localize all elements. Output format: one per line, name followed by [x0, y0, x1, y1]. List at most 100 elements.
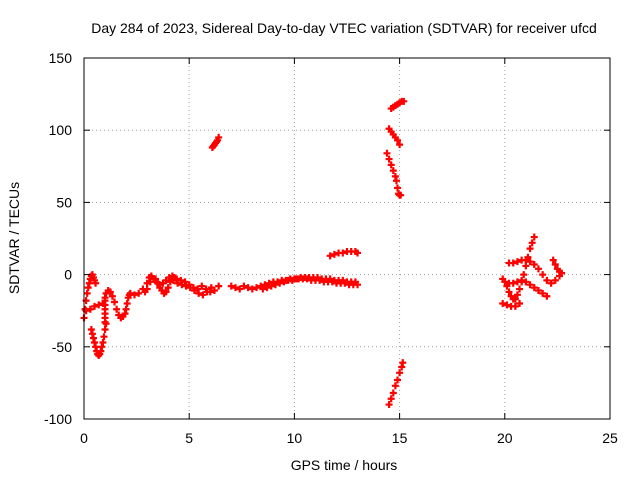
data-point — [215, 133, 223, 141]
data-point — [130, 291, 138, 299]
data-point — [248, 285, 256, 293]
data-point — [227, 282, 235, 290]
chart-ticks — [83, 57, 611, 420]
data-point — [236, 285, 244, 293]
series-arc-early-low — [80, 271, 100, 322]
data-point — [400, 97, 408, 105]
data-point — [186, 284, 194, 292]
data-point — [558, 269, 566, 277]
data-point — [530, 260, 538, 268]
series-arc-main-3b — [259, 273, 359, 293]
data-point — [101, 318, 109, 326]
series-arc-22h-e — [549, 256, 566, 277]
series-arc-12h-pos — [326, 247, 362, 260]
data-point — [135, 289, 143, 297]
y-tick-label: 150 — [49, 50, 73, 66]
x-tick-label: 15 — [392, 430, 408, 446]
data-point — [513, 278, 521, 286]
data-point — [391, 382, 399, 390]
y-tick-label: 0 — [64, 267, 72, 283]
x-axis-label: GPS time / hours — [291, 457, 398, 473]
data-point — [203, 288, 211, 296]
data-point — [126, 289, 134, 297]
data-point — [385, 401, 393, 409]
data-point — [240, 282, 248, 290]
chart-grid — [84, 58, 610, 419]
data-point — [231, 284, 239, 292]
x-tick-label: 25 — [602, 430, 618, 446]
data-point — [501, 278, 509, 286]
data-point — [528, 239, 536, 247]
data-point — [339, 249, 347, 257]
data-point — [280, 278, 288, 286]
data-point — [534, 286, 542, 294]
y-tick-label: -100 — [44, 411, 72, 427]
data-point — [215, 282, 223, 290]
data-point — [393, 376, 401, 384]
data-point — [253, 284, 261, 292]
data-point — [392, 177, 400, 185]
series-arc-15h-top — [387, 97, 408, 113]
data-point — [387, 395, 395, 403]
data-point — [263, 284, 271, 292]
y-tick-label: -50 — [52, 339, 72, 355]
series-arc-main-2 — [141, 273, 215, 299]
series-arc-14h-pos — [383, 149, 405, 199]
y-tick-label: 100 — [49, 122, 73, 138]
data-point — [383, 149, 391, 157]
data-point — [276, 279, 284, 287]
data-point — [551, 260, 559, 268]
data-point — [288, 276, 296, 284]
data-point — [326, 275, 334, 283]
data-point — [95, 301, 103, 309]
data-point — [511, 295, 519, 303]
series-arc-20h-c — [505, 276, 551, 300]
data-point — [164, 284, 172, 292]
x-tick-label: 5 — [185, 430, 193, 446]
series-arc-14h-high — [385, 125, 404, 149]
data-point — [91, 302, 99, 310]
data-point — [399, 359, 407, 367]
data-point — [499, 299, 507, 307]
data-point — [198, 282, 206, 290]
chart-title: Day 284 of 2023, Sidereal Day-to-day VTE… — [91, 20, 597, 36]
data-point — [396, 369, 404, 377]
data-point — [199, 291, 207, 299]
y-tick-label: 50 — [56, 194, 72, 210]
data-point — [526, 245, 534, 253]
data-point — [207, 284, 215, 292]
data-point — [293, 275, 301, 283]
data-point — [511, 302, 519, 310]
series-arc-14h-neg — [385, 359, 407, 409]
data-point — [509, 259, 517, 267]
data-point — [143, 285, 151, 293]
data-point — [393, 136, 401, 144]
data-point — [396, 141, 404, 149]
data-point — [522, 256, 530, 264]
data-point — [513, 291, 521, 299]
data-point — [113, 305, 121, 313]
data-point — [162, 288, 170, 296]
x-tick-label: 10 — [287, 430, 303, 446]
data-point — [522, 278, 530, 286]
x-tick-labels: 0 5 10 15 20 25 — [80, 430, 618, 446]
data-point — [551, 276, 559, 284]
data-point — [106, 288, 114, 296]
data-point — [526, 258, 534, 266]
data-point — [178, 281, 186, 289]
data-point — [108, 292, 116, 300]
data-point — [516, 285, 524, 293]
data-point — [543, 292, 551, 300]
series-arc-high-6h — [208, 133, 223, 152]
data-point — [351, 278, 359, 286]
data-point — [505, 288, 513, 296]
x-tick-label: 0 — [80, 430, 88, 446]
data-point — [326, 252, 334, 260]
data-point — [165, 273, 173, 281]
data-point — [539, 289, 547, 297]
data-point — [182, 282, 190, 290]
data-point — [195, 289, 203, 297]
data-point — [520, 271, 528, 279]
data-point — [539, 271, 547, 279]
